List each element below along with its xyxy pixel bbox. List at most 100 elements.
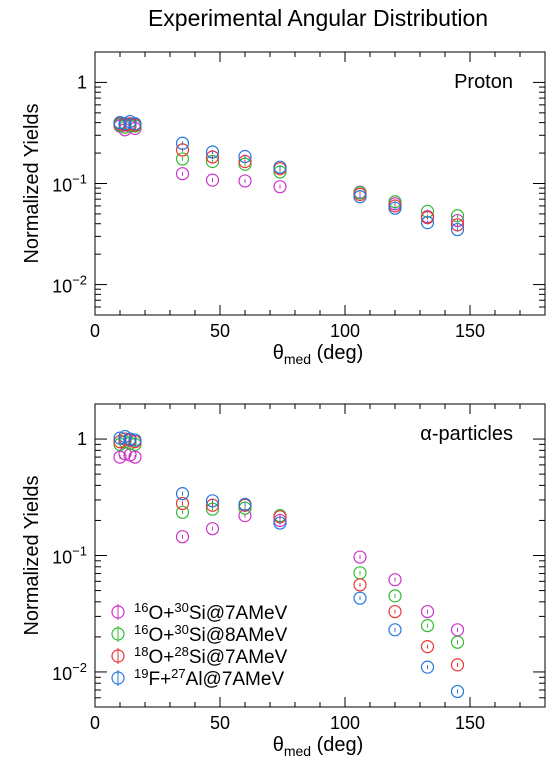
y-tick-label: 10−2 (52, 660, 87, 684)
legend-label: 18O+28Si@7AMeV (134, 644, 288, 668)
point-marker (420, 216, 435, 230)
data-point (420, 640, 435, 654)
point-marker (450, 209, 465, 223)
data-point (128, 117, 142, 131)
point-marker (113, 116, 127, 130)
data-point (450, 209, 465, 223)
data-point (353, 550, 367, 564)
data-point (388, 623, 402, 637)
point-marker (128, 117, 142, 131)
legend-entry: 16O+30Si@8AMeV (111, 622, 288, 646)
point-marker (205, 502, 220, 516)
legend-entry: 16O+30Si@7AMeV (111, 600, 288, 624)
x-axis-label: θmed (deg) (273, 734, 364, 757)
point-marker (388, 623, 402, 637)
y-tick-label: 10−1 (52, 172, 87, 196)
x-tick-label: 50 (210, 713, 230, 733)
data-point (450, 684, 465, 699)
legend-entry: 18O+28Si@7AMeV (111, 644, 288, 668)
data-point (273, 516, 287, 530)
point-marker (113, 431, 127, 445)
data-point (420, 660, 435, 674)
x-tick-label: 100 (330, 713, 360, 733)
point-marker (175, 152, 190, 166)
data-point (353, 578, 367, 592)
point-marker (450, 222, 465, 237)
point-marker (420, 619, 435, 633)
data-point (175, 143, 190, 157)
x-tick-label: 50 (210, 321, 230, 341)
data-point (128, 433, 142, 447)
panel-label: Proton (454, 71, 513, 93)
point-marker (128, 433, 142, 447)
y-axis-label: Normalized Yields (21, 475, 43, 635)
data-point (205, 494, 220, 508)
data-point (175, 530, 190, 544)
data-point (175, 496, 190, 511)
data-point (175, 505, 190, 519)
y-axis-label: Normalized Yields (21, 103, 43, 263)
y-tick-label: 10−2 (52, 273, 87, 297)
data-point (175, 152, 190, 166)
legend: 16O+30Si@7AMeV16O+30Si@8AMeV18O+28Si@7AM… (111, 600, 288, 690)
data-point (450, 635, 465, 649)
data-point (205, 145, 220, 159)
point-marker (205, 173, 220, 187)
data-point (353, 591, 367, 605)
point-marker (450, 635, 465, 649)
data-point (388, 573, 402, 587)
point-marker (238, 497, 252, 511)
point-marker (450, 658, 465, 672)
data-point (205, 522, 220, 536)
data-point (205, 502, 220, 516)
point-marker (388, 589, 402, 603)
data-point (175, 136, 190, 150)
legend-entry: 19F+27Al@7AMeV (111, 666, 284, 690)
data-point (388, 201, 402, 215)
point-marker (273, 516, 287, 530)
point-marker (175, 496, 190, 511)
legend-label: 16O+30Si@8AMeV (134, 622, 288, 646)
x-tick-label: 150 (455, 713, 485, 733)
point-marker (420, 660, 435, 674)
figure-title: Experimental Angular Distribution (148, 5, 488, 31)
point-marker (175, 167, 190, 181)
data-point (238, 174, 252, 188)
data-point (388, 604, 402, 619)
point-marker (205, 494, 220, 508)
point-marker (388, 573, 402, 587)
point-marker (273, 160, 287, 174)
alpha-panel: 0 50 100 150 1 10−1 10−2 Normalized Yields θmed … (21, 403, 546, 757)
point-marker (388, 201, 402, 215)
point-marker (175, 530, 190, 544)
point-marker (353, 591, 367, 605)
data-point (420, 604, 435, 619)
data-point (205, 173, 220, 187)
data-point (238, 149, 252, 164)
legend-label: 19F+27Al@7AMeV (134, 666, 284, 690)
data-point (273, 160, 287, 174)
point-marker (353, 190, 367, 204)
point-marker (123, 432, 137, 446)
point-marker (205, 522, 220, 536)
data-point (273, 180, 287, 194)
proton-panel: 0 50 100 150 1 10−1 10−2 Normalized Yields θmed … (21, 51, 546, 367)
data-point (238, 497, 252, 511)
y-tick-label: 1 (77, 429, 87, 449)
data-point (353, 566, 367, 580)
point-marker (238, 174, 252, 188)
data-point (175, 167, 190, 181)
data-point (450, 658, 465, 672)
data-point (353, 190, 367, 204)
point-marker (238, 149, 252, 164)
point-marker (238, 501, 252, 515)
y-tick-label: 10−1 (52, 544, 87, 568)
x-tick-label: 0 (90, 321, 100, 341)
point-marker (273, 180, 287, 194)
point-marker (128, 450, 142, 464)
point-marker (388, 604, 402, 619)
point-marker (420, 640, 435, 654)
data-point (128, 450, 142, 464)
data-point (420, 619, 435, 633)
